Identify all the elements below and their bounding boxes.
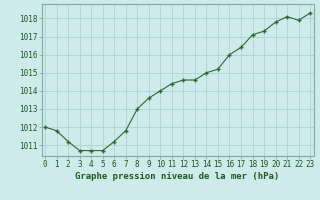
X-axis label: Graphe pression niveau de la mer (hPa): Graphe pression niveau de la mer (hPa) — [76, 172, 280, 181]
